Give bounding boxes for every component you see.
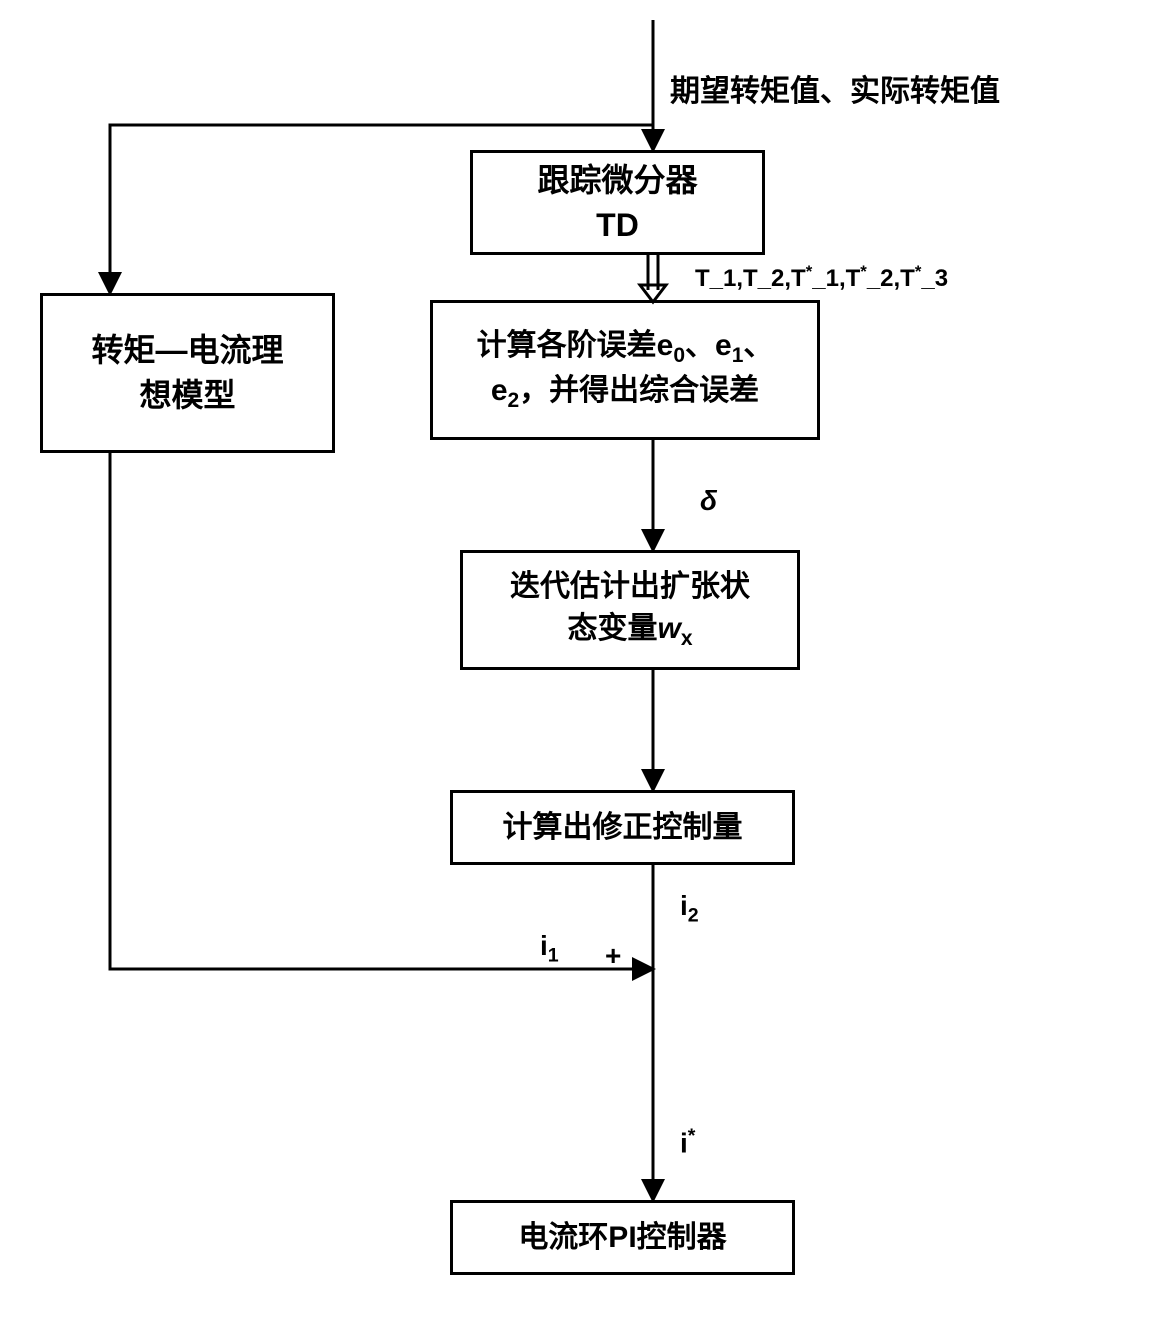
torque-model-box: 转矩—电流理 想模型 (40, 293, 335, 453)
td-output-label: T_1,T_2,T*_1,T*_2,T*_3 (695, 262, 948, 293)
iterate-box: 迭代估计出扩张状 态变量wx (460, 550, 800, 670)
i1-label: i1 (540, 930, 559, 968)
errors-content: 计算各阶误差e0、e1、 e2，并得出综合误差 (477, 325, 774, 416)
i2-label: i2 (680, 890, 699, 928)
torque-model-line1: 转矩—电流理 (91, 328, 283, 373)
top-input-label: 期望转矩值、实际转矩值 (670, 66, 1000, 110)
td-line2: TD (537, 203, 697, 248)
plus-label: + (605, 940, 621, 972)
iterate-content: 迭代估计出扩张状 态变量wx (510, 566, 750, 653)
arrow-torque-to-junction (110, 453, 650, 969)
correction-box: 计算出修正控制量 (450, 790, 795, 865)
pi-controller-box: 电流环PI控制器 (450, 1200, 795, 1275)
td-box: 跟踪微分器 TD (470, 150, 765, 255)
torque-model-line2: 想模型 (91, 373, 283, 418)
errors-box: 计算各阶误差e0、e1、 e2，并得出综合误差 (430, 300, 820, 440)
istar-label: i* (680, 1125, 695, 1159)
td-line1: 跟踪微分器 (537, 158, 697, 203)
delta-label: δ (700, 485, 717, 517)
double-arrow-td-to-errors (640, 255, 666, 302)
